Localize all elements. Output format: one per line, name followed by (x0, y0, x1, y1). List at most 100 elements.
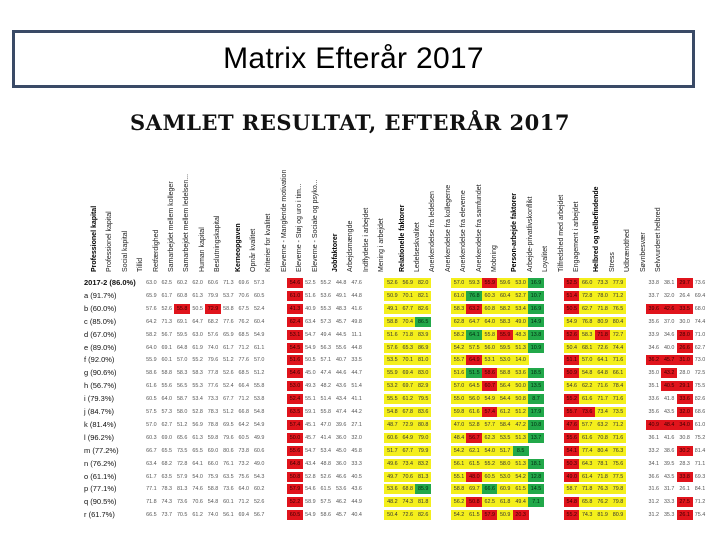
matrix-cell: 58.8 (497, 368, 514, 379)
matrix-cell: 55.0 (451, 394, 467, 405)
matrix-cell: 50.5 (563, 303, 580, 314)
matrix-cell: 80.4 (594, 445, 611, 456)
matrix-cell: 50.8 (466, 497, 483, 508)
matrix-cell: 49.0 (563, 471, 580, 482)
matrix-cell: 71.8 (579, 484, 596, 495)
matrix-cell: 69.6 (238, 280, 250, 286)
matrix-cell: 33.2 (648, 447, 660, 454)
matrix-cell: 33.7 (648, 292, 660, 299)
row-label: p (77.1%) (84, 484, 117, 494)
matrix-cell: 73.3 (207, 396, 219, 403)
matrix-cell: 57.0 (253, 357, 265, 364)
matrix-cell: 10.8 (528, 419, 544, 430)
matrix-cell: 34.1 (648, 460, 660, 467)
matrix-cell: 31.2 (648, 499, 660, 506)
matrix-cell: 83.9 (415, 329, 432, 340)
matrix-cell: 51.2 (223, 357, 234, 364)
matrix-cell: 66.6 (481, 484, 498, 495)
matrix-cell: 57.4 (481, 407, 498, 417)
matrix-cell: 59.5 (176, 331, 188, 338)
matrix-cell: 55.7 (563, 407, 580, 417)
matrix-cell: 74.3 (579, 510, 596, 521)
matrix-cell: 47.0 (451, 419, 467, 430)
matrix-cell: 75.6 (610, 458, 626, 469)
matrix-cell: 50.0 (512, 381, 529, 392)
row-label: h (56.7%) (84, 381, 117, 391)
matrix-cell: 57.0 (451, 278, 467, 288)
matrix-cell: 77.1 (146, 486, 157, 493)
matrix-cell: 52.8 (466, 419, 483, 430)
matrix-cell: 64.1 (466, 329, 483, 340)
matrix-cell: 62.4 (287, 316, 303, 327)
matrix-cell: 53.0 (497, 355, 514, 366)
matrix-cell: 14.9 (528, 316, 544, 327)
matrix-cell: 77.4 (579, 445, 596, 456)
matrix-cell: 31.6 (648, 486, 660, 493)
matrix-cell: 39.6 (335, 421, 347, 428)
matrix-cell: 77.5 (610, 471, 626, 482)
matrix-cell: 69.5 (223, 421, 234, 428)
matrix-cell: 29.7 (676, 278, 693, 288)
matrix-cell: 48.4 (661, 419, 678, 430)
matrix-cell: 20.3 (512, 510, 529, 521)
matrix-cell: 65.5 (161, 447, 173, 454)
matrix-cell: 33.8 (648, 280, 660, 286)
matrix-cell: 78.0 (594, 290, 611, 301)
matrix-cell: 61.0 (451, 290, 467, 301)
matrix-cell: 63.2 (594, 419, 611, 430)
matrix-cell: 52.7 (512, 290, 529, 301)
matrix-cell: 40.4 (351, 512, 362, 519)
matrix-cell: 61.5 (512, 484, 529, 495)
matrix-cell: 44.8 (351, 344, 362, 351)
column-header: Indflydelse i arbejdet (362, 207, 370, 272)
matrix-cell: 56.7 (253, 512, 265, 519)
matrix-cell: 16.9 (528, 278, 544, 288)
matrix-cell: 50.0 (287, 432, 303, 443)
matrix-cell: 71.2 (694, 499, 706, 506)
matrix-cell: 71.2 (238, 396, 250, 403)
matrix-cell: 73.6 (223, 486, 234, 493)
matrix-cell: 61.6 (579, 394, 596, 405)
matrix-cell: 8.5 (512, 445, 529, 456)
row-label: j (84.7%) (84, 407, 115, 416)
matrix-cell: 16.9 (528, 303, 544, 314)
matrix-cell: 64.0 (161, 396, 173, 403)
matrix-cell: 60.2 (176, 280, 188, 286)
matrix-cell: 35.1 (648, 383, 660, 390)
matrix-cell: 53.6 (335, 486, 347, 493)
matrix-cell: 36.1 (648, 434, 660, 441)
matrix-cell: 64.0 (238, 486, 250, 493)
matrix-cell: 13.8 (528, 329, 544, 340)
matrix-cell: 57.9 (176, 473, 188, 480)
matrix-cell: 52.5 (563, 278, 580, 288)
matrix-cell: 58.3 (192, 370, 203, 377)
matrix-cell: 53.4 (320, 447, 332, 454)
matrix-cell: 49.8 (351, 318, 362, 325)
matrix-cell: 44.6 (335, 370, 347, 377)
matrix-cell: 76.3 (594, 484, 611, 495)
matrix-cell: 51.2 (223, 409, 234, 415)
matrix-cell: 58.6 (481, 368, 498, 379)
matrix-cell: 55.6 (563, 432, 580, 443)
matrix-cell: 69.0 (161, 434, 173, 441)
matrix-cell: 51.3 (512, 458, 529, 469)
matrix-cell: 49.4 (512, 497, 529, 508)
matrix-cell: 53.6 (384, 484, 401, 495)
matrix-cell: 51.2 (512, 407, 529, 417)
matrix-cell: 68.2 (207, 318, 219, 325)
matrix-cell: 40.9 (645, 419, 662, 430)
matrix-cell: 52.6 (563, 329, 580, 340)
matrix-cell: 47.2 (512, 419, 529, 430)
matrix-cell: 41.6 (663, 434, 675, 441)
matrix-cell: 54.9 (563, 316, 580, 327)
matrix-cell: 62.2 (579, 381, 596, 392)
matrix-cell: 60.4 (253, 318, 265, 325)
matrix-cell: 54.6 (563, 381, 580, 392)
matrix-cell: 45.0 (335, 447, 347, 454)
matrix-cell: 57.4 (287, 419, 303, 430)
matrix-cell: 49.1 (335, 292, 347, 299)
matrix-cell: 65.3 (399, 342, 416, 353)
column-header: Retfærdighed (152, 229, 160, 272)
matrix-cell: 79.6 (207, 357, 219, 364)
matrix-cell: 73.5 (176, 447, 188, 454)
